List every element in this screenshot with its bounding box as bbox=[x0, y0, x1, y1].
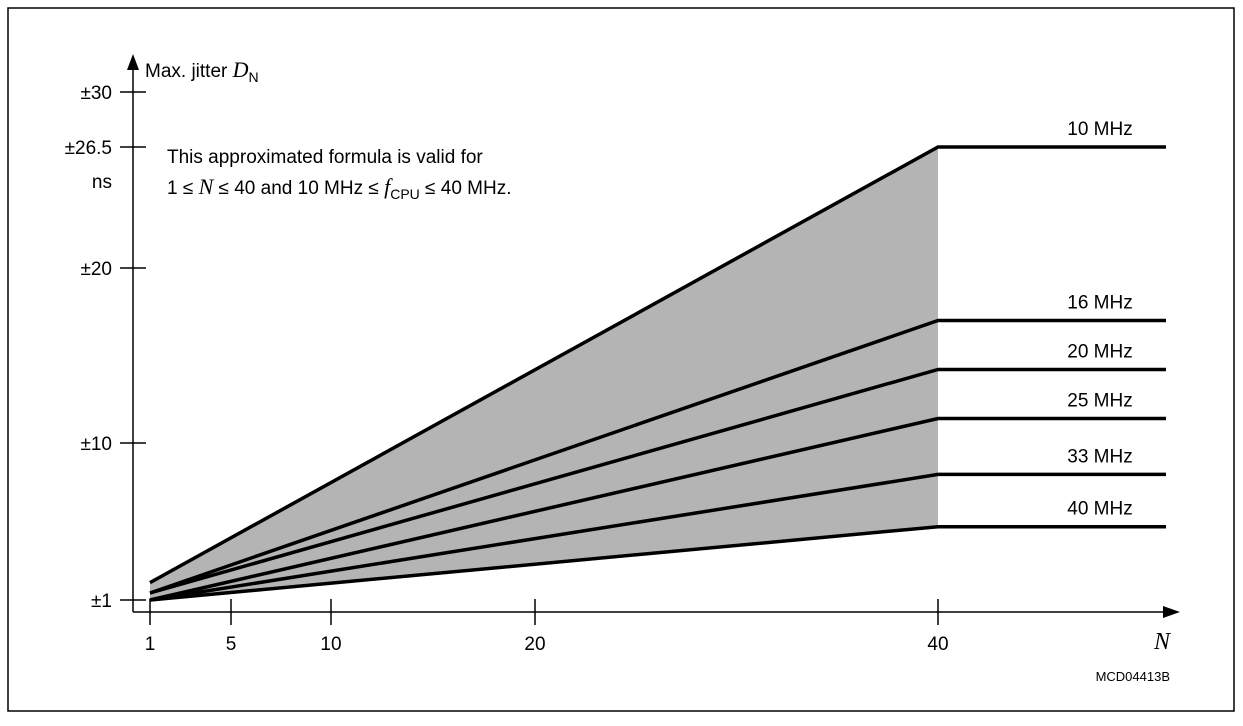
x-tick-label: 20 bbox=[524, 634, 545, 655]
series-label-40-mhz: 40 MHz bbox=[1067, 499, 1132, 520]
jitter-band bbox=[150, 147, 938, 600]
note-line-2: 1 ≤ N ≤ 40 and 10 MHz ≤ fCPU ≤ 40 MHz. bbox=[167, 174, 512, 202]
figure-code: MCD04413B bbox=[1096, 669, 1170, 684]
y-axis-arrow bbox=[127, 54, 139, 70]
series-line-16-mhz bbox=[149, 318, 1166, 595]
figure-frame bbox=[7, 7, 1235, 712]
series-lines bbox=[149, 145, 1166, 602]
y-unit-label: ns bbox=[92, 172, 112, 193]
x-axis-label: N bbox=[1153, 629, 1172, 655]
series-line-20-mhz bbox=[149, 367, 1166, 595]
note-line-1: This approximated formula is valid for bbox=[167, 147, 483, 168]
series-labels: 10 MHz 16 MHz 20 MHz 25 MHz 33 MHz 40 MHz bbox=[1067, 119, 1132, 520]
series-label-20-mhz: 20 MHz bbox=[1067, 342, 1132, 363]
y-tick-label: ±10 bbox=[80, 434, 112, 455]
y-axis-label: Max. jitter DN bbox=[145, 57, 259, 85]
series-line-40-mhz bbox=[149, 524, 1166, 602]
series-line-25-mhz bbox=[149, 416, 1166, 602]
x-tick-label: 5 bbox=[226, 634, 237, 655]
series-label-25-mhz: 25 MHz bbox=[1067, 391, 1132, 412]
y-tick-label: ±26.5 bbox=[65, 138, 112, 159]
series-label-33-mhz: 33 MHz bbox=[1067, 446, 1132, 467]
x-ticks: 1 5 10 20 40 bbox=[145, 599, 949, 655]
y-tick-label: ±1 bbox=[91, 591, 112, 612]
x-axis-arrow bbox=[1163, 606, 1180, 618]
x-tick-label: 10 bbox=[320, 634, 341, 655]
y-tick-label: ±30 bbox=[80, 83, 112, 104]
series-label-16-mhz: 16 MHz bbox=[1067, 293, 1132, 314]
series-line-33-mhz bbox=[149, 472, 1166, 602]
series-label-10-mhz: 10 MHz bbox=[1067, 119, 1132, 140]
x-tick-label: 1 bbox=[145, 634, 156, 655]
y-tick-label: ±20 bbox=[80, 259, 112, 280]
y-ticks: ±1 ±10 ±20 ±26.5 ±30 bbox=[65, 83, 146, 612]
x-tick-label: 40 bbox=[927, 634, 948, 655]
series-line-10-mhz bbox=[149, 145, 1166, 585]
